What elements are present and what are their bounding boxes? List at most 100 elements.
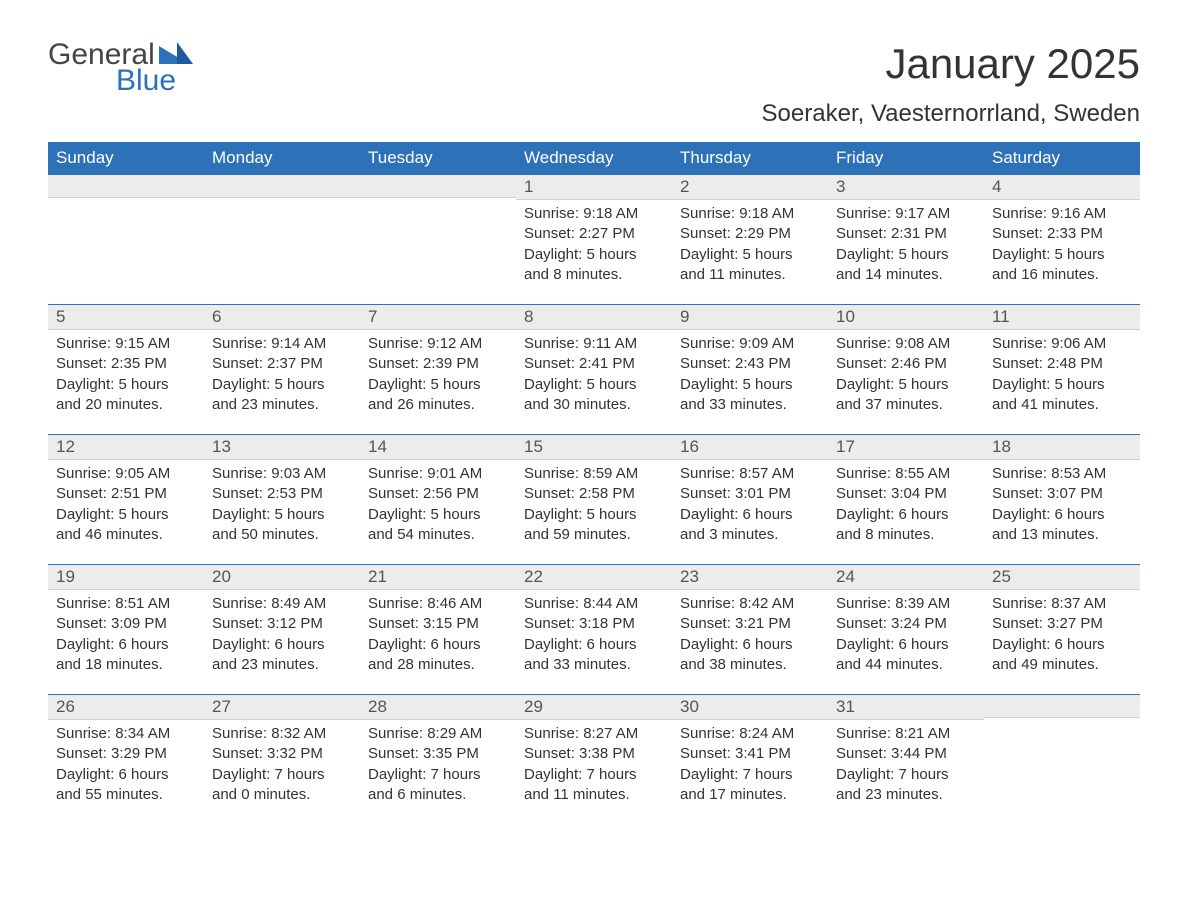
- sunset-line: Sunset: 2:58 PM: [524, 484, 664, 504]
- daylight-line1: Daylight: 5 hours: [992, 375, 1132, 395]
- day-content: Sunrise: 8:51 AMSunset: 3:09 PMDaylight:…: [48, 590, 204, 685]
- daylight-line2: and 11 minutes.: [680, 265, 820, 285]
- day-content: Sunrise: 8:27 AMSunset: 3:38 PMDaylight:…: [516, 720, 672, 815]
- day-number: 3: [828, 174, 984, 200]
- day-content: Sunrise: 9:06 AMSunset: 2:48 PMDaylight:…: [984, 330, 1140, 425]
- daylight-line1: Daylight: 7 hours: [680, 765, 820, 785]
- daylight-line1: Daylight: 5 hours: [56, 375, 196, 395]
- day-cell: 31Sunrise: 8:21 AMSunset: 3:44 PMDayligh…: [828, 694, 984, 824]
- sunset-line: Sunset: 2:37 PM: [212, 354, 352, 374]
- sunset-line: Sunset: 3:07 PM: [992, 484, 1132, 504]
- daylight-line2: and 20 minutes.: [56, 395, 196, 415]
- daylight-line2: and 54 minutes.: [368, 525, 508, 545]
- day-header: Thursday: [672, 142, 828, 174]
- day-header-row: SundayMondayTuesdayWednesdayThursdayFrid…: [48, 142, 1140, 174]
- week-row: 26Sunrise: 8:34 AMSunset: 3:29 PMDayligh…: [48, 694, 1140, 824]
- sunset-line: Sunset: 3:41 PM: [680, 744, 820, 764]
- sunrise-line: Sunrise: 8:21 AM: [836, 724, 976, 744]
- sunrise-line: Sunrise: 8:53 AM: [992, 464, 1132, 484]
- day-number: 30: [672, 694, 828, 720]
- day-content: Sunrise: 9:12 AMSunset: 2:39 PMDaylight:…: [360, 330, 516, 425]
- daylight-line2: and 6 minutes.: [368, 785, 508, 805]
- daylight-line2: and 26 minutes.: [368, 395, 508, 415]
- sunset-line: Sunset: 3:15 PM: [368, 614, 508, 634]
- day-header: Friday: [828, 142, 984, 174]
- sunrise-line: Sunrise: 9:05 AM: [56, 464, 196, 484]
- daylight-line1: Daylight: 5 hours: [836, 375, 976, 395]
- daylight-line2: and 8 minutes.: [524, 265, 664, 285]
- day-content: Sunrise: 8:42 AMSunset: 3:21 PMDaylight:…: [672, 590, 828, 685]
- sunrise-line: Sunrise: 8:46 AM: [368, 594, 508, 614]
- day-cell: 14Sunrise: 9:01 AMSunset: 2:56 PMDayligh…: [360, 434, 516, 564]
- daylight-line1: Daylight: 5 hours: [212, 505, 352, 525]
- daylight-line1: Daylight: 5 hours: [212, 375, 352, 395]
- daylight-line1: Daylight: 7 hours: [368, 765, 508, 785]
- day-cell: 21 Sunrise: 8:46 AMSunset: 3:15 PMDayligh…: [360, 564, 516, 694]
- sunrise-line: Sunrise: 8:57 AM: [680, 464, 820, 484]
- day-number: 12: [48, 434, 204, 460]
- day-content: Sunrise: 9:15 AMSunset: 2:35 PMDaylight:…: [48, 330, 204, 425]
- day-number: 18: [984, 434, 1140, 460]
- day-number: 8: [516, 304, 672, 330]
- daylight-line2: and 23 minutes.: [212, 655, 352, 675]
- daylight-line2: and 3 minutes.: [680, 525, 820, 545]
- day-cell: 27Sunrise: 8:32 AMSunset: 3:32 PMDayligh…: [204, 694, 360, 824]
- day-number: 11: [984, 304, 1140, 330]
- daylight-line2: and 59 minutes.: [524, 525, 664, 545]
- day-number: 21: [360, 564, 516, 590]
- sunrise-line: Sunrise: 8:27 AM: [524, 724, 664, 744]
- sunrise-line: Sunrise: 9:11 AM: [524, 334, 664, 354]
- daylight-line2: and 46 minutes.: [56, 525, 196, 545]
- daylight-line1: Daylight: 6 hours: [992, 505, 1132, 525]
- day-cell: [360, 174, 516, 304]
- day-content: Sunrise: 9:08 AMSunset: 2:46 PMDaylight:…: [828, 330, 984, 425]
- brand-word2: Blue: [48, 66, 176, 96]
- sunset-line: Sunset: 2:39 PM: [368, 354, 508, 374]
- sunrise-line: Sunrise: 8:24 AM: [680, 724, 820, 744]
- day-number: 27: [204, 694, 360, 720]
- daylight-line2: and 23 minutes.: [212, 395, 352, 415]
- day-content: Sunrise: 9:14 AMSunset: 2:37 PMDaylight:…: [204, 330, 360, 425]
- sunset-line: Sunset: 2:29 PM: [680, 224, 820, 244]
- day-cell: 19Sunrise: 8:51 AMSunset: 3:09 PMDayligh…: [48, 564, 204, 694]
- sunrise-line: Sunrise: 8:32 AM: [212, 724, 352, 744]
- daylight-line1: Daylight: 6 hours: [368, 635, 508, 655]
- sunrise-line: Sunrise: 9:03 AM: [212, 464, 352, 484]
- sunset-line: Sunset: 3:35 PM: [368, 744, 508, 764]
- daylight-line1: Daylight: 5 hours: [524, 245, 664, 265]
- day-content: Sunrise: 9:05 AMSunset: 2:51 PMDaylight:…: [48, 460, 204, 555]
- sunrise-line: Sunrise: 9:14 AM: [212, 334, 352, 354]
- daylight-line1: Daylight: 5 hours: [368, 505, 508, 525]
- day-number: 4: [984, 174, 1140, 200]
- daylight-line1: Daylight: 5 hours: [524, 505, 664, 525]
- sunset-line: Sunset: 2:46 PM: [836, 354, 976, 374]
- day-number: 20: [204, 564, 360, 590]
- sunset-line: Sunset: 2:41 PM: [524, 354, 664, 374]
- daylight-line2: and 17 minutes.: [680, 785, 820, 805]
- day-cell: 12Sunrise: 9:05 AMSunset: 2:51 PMDayligh…: [48, 434, 204, 564]
- sunrise-line: Sunrise: 9:18 AM: [680, 204, 820, 224]
- sunset-line: Sunset: 2:43 PM: [680, 354, 820, 374]
- calendar-body: 1Sunrise: 9:18 AMSunset: 2:27 PMDaylight…: [48, 174, 1140, 824]
- sunset-line: Sunset: 3:29 PM: [56, 744, 196, 764]
- day-cell: 26Sunrise: 8:34 AMSunset: 3:29 PMDayligh…: [48, 694, 204, 824]
- daylight-line2: and 0 minutes.: [212, 785, 352, 805]
- day-number: 10: [828, 304, 984, 330]
- day-number: 16: [672, 434, 828, 460]
- sunset-line: Sunset: 3:38 PM: [524, 744, 664, 764]
- sunset-line: Sunset: 2:48 PM: [992, 354, 1132, 374]
- sunrise-line: Sunrise: 8:39 AM: [836, 594, 976, 614]
- daylight-line2: and 14 minutes.: [836, 265, 976, 285]
- sunrise-line: Sunrise: 9:15 AM: [56, 334, 196, 354]
- day-header: Monday: [204, 142, 360, 174]
- day-cell: 29Sunrise: 8:27 AMSunset: 3:38 PMDayligh…: [516, 694, 672, 824]
- day-cell: 10Sunrise: 9:08 AMSunset: 2:46 PMDayligh…: [828, 304, 984, 434]
- day-cell: 17Sunrise: 8:55 AMSunset: 3:04 PMDayligh…: [828, 434, 984, 564]
- daylight-line1: Daylight: 5 hours: [992, 245, 1132, 265]
- day-cell: 9Sunrise: 9:09 AMSunset: 2:43 PMDaylight…: [672, 304, 828, 434]
- daylight-line2: and 28 minutes.: [368, 655, 508, 675]
- day-content: Sunrise: 9:18 AMSunset: 2:27 PMDaylight:…: [516, 200, 672, 295]
- page-title: January 2025: [885, 40, 1140, 88]
- day-number: 28: [360, 694, 516, 720]
- day-content: Sunrise: 9:03 AMSunset: 2:53 PMDaylight:…: [204, 460, 360, 555]
